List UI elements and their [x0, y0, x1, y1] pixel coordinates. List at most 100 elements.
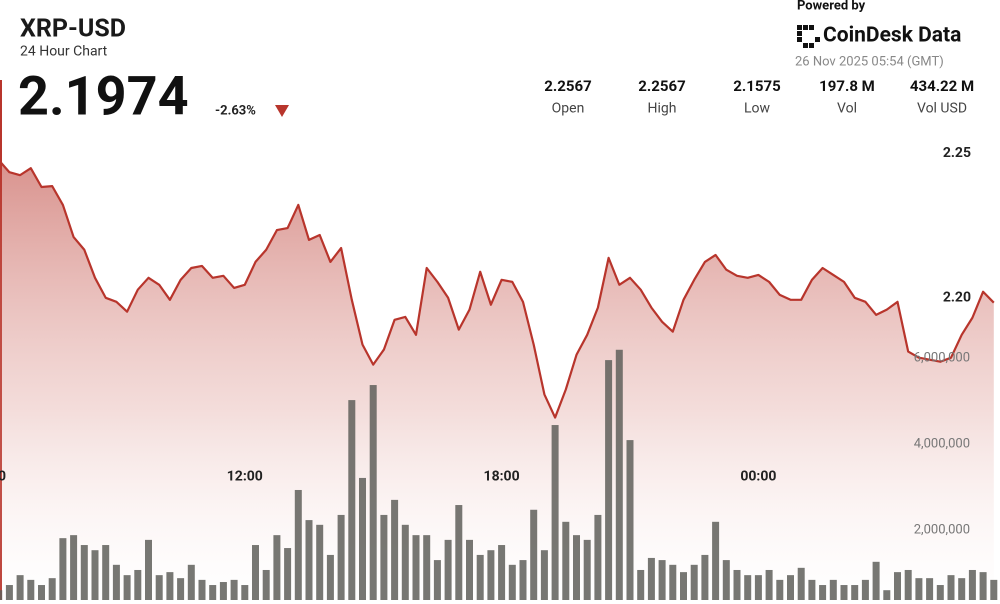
- stat-value: 2.2567: [638, 77, 685, 95]
- timestamp: 26 Nov 2025 05:54 (GMT): [795, 54, 944, 69]
- volume-bar: [926, 578, 934, 604]
- change: -2.63%: [215, 103, 256, 118]
- volume-bar: [444, 539, 452, 604]
- volume-bar: [380, 514, 388, 604]
- volume-bar: [145, 539, 152, 604]
- volume-bar: [423, 535, 431, 604]
- volume-bar: [851, 585, 859, 604]
- volume-bar: [294, 489, 302, 604]
- volume-bar: [754, 575, 762, 604]
- y2-tick-label: 4,000,000: [914, 436, 970, 451]
- bar-layer: [0, 349, 998, 604]
- volume-bar: [530, 509, 538, 604]
- volume-bar: [936, 585, 944, 604]
- y2-tick-label: 2,000,000: [914, 522, 970, 537]
- volume-bar: [669, 564, 677, 604]
- volume-bar: [412, 535, 420, 604]
- stat-label: High: [648, 101, 677, 117]
- powered-by: Powered by: [797, 0, 866, 13]
- x-tick-label: 00:00: [740, 469, 776, 485]
- volume-bar: [958, 578, 966, 604]
- volume-bar: [787, 575, 794, 604]
- volume-bar: [177, 578, 185, 604]
- volume-bar: [894, 572, 901, 604]
- volume-bar: [797, 567, 805, 604]
- volume-bar: [391, 499, 399, 604]
- stat-label: Vol USD: [917, 101, 967, 117]
- volume-bar: [658, 560, 666, 604]
- y-tick-label: 2.20: [943, 289, 971, 305]
- volume-bar: [680, 572, 687, 604]
- volume-bar: [605, 360, 613, 604]
- y-tick-label: 2.25: [943, 145, 971, 161]
- x-tick-label: 06:00: [0, 469, 6, 485]
- area-layer: [0, 161, 994, 604]
- price-area: [0, 161, 994, 604]
- stat-label: Low: [744, 101, 771, 117]
- volume-bar: [59, 538, 67, 604]
- volume-bar: [840, 585, 848, 604]
- subtitle: 24 Hour Chart: [20, 44, 108, 60]
- volume-bar: [16, 575, 24, 604]
- volume-bar: [433, 560, 441, 604]
- volume-bar: [915, 578, 923, 604]
- volume-bar: [91, 550, 99, 604]
- volume-bar: [968, 569, 976, 604]
- volume-bar: [252, 545, 259, 604]
- volume-bar: [701, 554, 709, 604]
- volume-bar: [305, 520, 313, 604]
- volume-bar: [990, 579, 998, 604]
- volume-bar: [508, 564, 516, 604]
- volume-bar: [0, 590, 3, 604]
- volume-bar: [70, 535, 78, 604]
- volume-bar: [230, 579, 238, 604]
- volume-bar: [209, 585, 217, 604]
- stat-label: Open: [552, 101, 585, 117]
- volume-bar: [102, 545, 110, 604]
- volume-bar: [594, 514, 602, 604]
- volume-bar: [5, 585, 13, 604]
- volume-bar: [744, 575, 752, 604]
- volume-bar: [123, 575, 131, 604]
- volume-bar: [198, 579, 206, 604]
- volume-bar: [348, 400, 356, 604]
- volume-bar: [829, 579, 837, 604]
- volume-bar: [401, 524, 409, 604]
- volume-bar: [326, 554, 334, 604]
- volume-bar: [712, 521, 720, 604]
- volume-bar: [316, 524, 324, 604]
- volume-bar: [573, 535, 580, 604]
- volume-bar: [819, 585, 827, 604]
- volume-bar: [273, 535, 281, 604]
- volume-bar: [48, 578, 56, 604]
- volume-bar: [487, 550, 495, 604]
- volume-bar: [155, 575, 163, 604]
- volume-bar: [262, 569, 270, 604]
- volume-bar: [112, 564, 120, 604]
- volume-bar: [38, 585, 45, 604]
- volume-bar: [647, 557, 655, 604]
- stat-value: 2.1575: [733, 77, 780, 95]
- volume-bar: [284, 548, 292, 604]
- volume-bar: [134, 569, 142, 604]
- volume-bar: [187, 564, 195, 604]
- volume-bar: [626, 440, 634, 604]
- volume-bar: [808, 579, 816, 604]
- volume-bar: [861, 579, 869, 604]
- volume-bar: [615, 349, 623, 604]
- volume-bar: [359, 477, 366, 604]
- volume-bar: [904, 569, 912, 604]
- volume-bar: [637, 569, 645, 604]
- volume-bar: [80, 545, 88, 604]
- brand-logo: [797, 25, 820, 48]
- volume-bar: [241, 585, 249, 604]
- stat-value: 197.8 M: [819, 77, 875, 95]
- volume-bar: [733, 569, 741, 604]
- volume-bar: [722, 560, 730, 604]
- volume-bar: [979, 572, 987, 604]
- stat-label: Vol: [837, 101, 857, 117]
- volume-bar: [166, 572, 174, 604]
- volume-bar: [466, 539, 473, 604]
